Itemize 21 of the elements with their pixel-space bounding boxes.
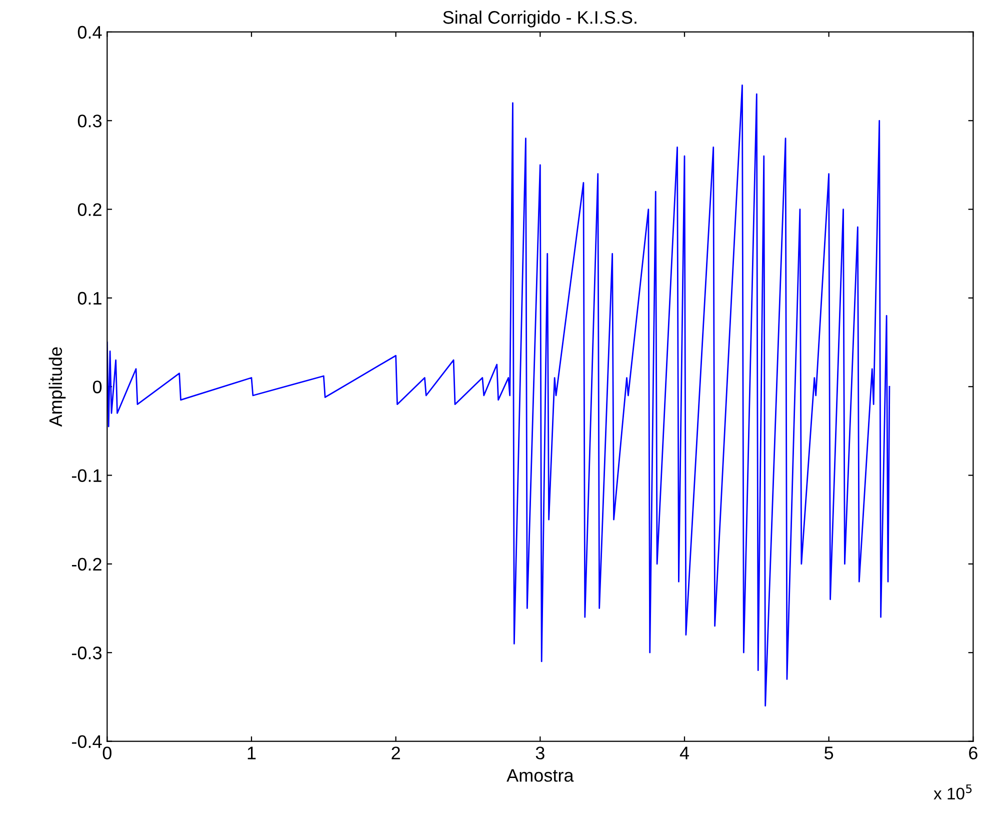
x-tick-label: 5 (824, 746, 834, 760)
x-tick-label: 6 (969, 746, 978, 760)
x-tick-label: 4 (680, 746, 689, 760)
x-tick-label: 0 (102, 746, 112, 760)
line-series (107, 84, 890, 707)
y-tick-label: -0.2 (72, 558, 102, 571)
text: x 10$^{5}$ (934, 784, 972, 800)
y-axis-title: Amplitude (48, 347, 66, 427)
y-tick-label: 0.3 (78, 114, 102, 128)
chart-title: Sinal Corrigido - K.I.S.S. (443, 10, 636, 28)
y-tick-label: -0.4 (72, 735, 102, 748)
y-tick-label: 0.1 (78, 292, 102, 305)
x-axis-title: Amostra (506, 769, 574, 782)
x-tick-label: 3 (536, 746, 544, 760)
y-tick-label: 0 (92, 380, 102, 394)
y-tick-label: 0.4 (78, 26, 102, 39)
y-tick-label: -0.3 (72, 646, 102, 660)
x-tick-label: 1 (248, 746, 256, 760)
y-tick-label: -0.1 (72, 469, 102, 482)
y-tick-label: 0.2 (78, 203, 102, 216)
x-tick-label: 2 (392, 746, 400, 760)
